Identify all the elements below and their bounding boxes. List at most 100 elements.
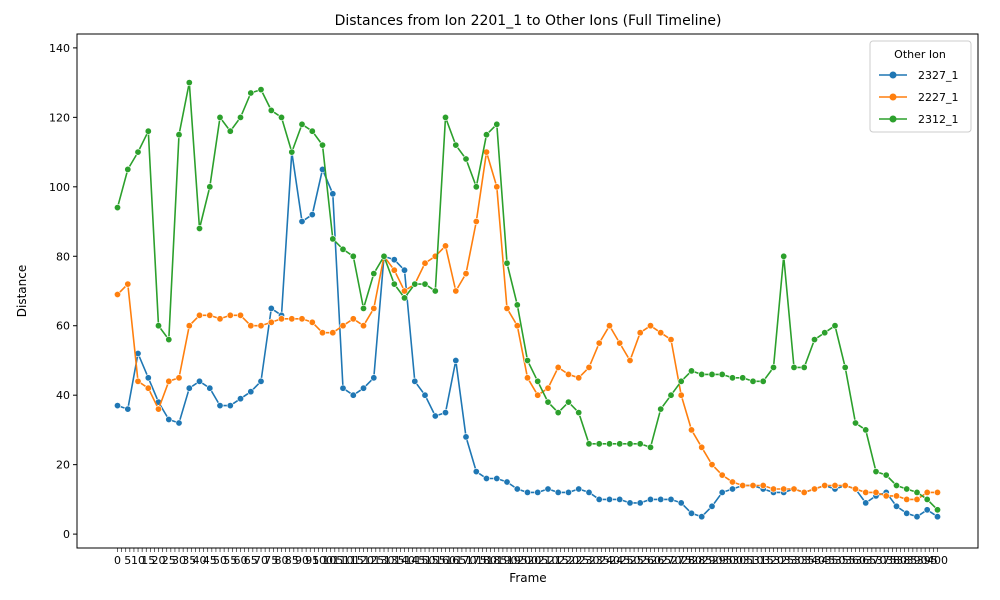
- data-point: [421, 280, 429, 288]
- legend-label-2227_1: 2227_1: [918, 91, 959, 104]
- data-point: [636, 329, 644, 337]
- data-point: [626, 356, 634, 364]
- x-tick-label: 155: [425, 554, 446, 567]
- data-point: [513, 301, 521, 309]
- data-point: [370, 304, 378, 312]
- x-tick-label-band: 0 5 10152025303540455055606570758085909510…: [114, 554, 948, 567]
- data-point: [421, 391, 429, 399]
- data-point: [595, 440, 603, 448]
- data-point: [462, 155, 470, 163]
- data-point: [759, 481, 767, 489]
- data-point: [124, 280, 132, 288]
- x-tick-label: 165: [445, 554, 466, 567]
- data-point: [636, 440, 644, 448]
- data-point: [575, 485, 583, 493]
- data-point: [216, 402, 224, 410]
- data-point: [114, 402, 122, 410]
- x-tick-label: 175: [466, 554, 487, 567]
- data-point: [288, 148, 296, 156]
- x-tick-label: 295: [712, 554, 733, 567]
- y-tick-label: 20: [56, 459, 70, 472]
- data-point: [308, 318, 316, 326]
- data-point: [698, 370, 706, 378]
- data-point: [810, 485, 818, 493]
- x-tick-label: 85: [285, 554, 299, 567]
- data-point: [923, 488, 931, 496]
- x-tick-label: 245: [609, 554, 630, 567]
- x-tick-label: 340: [804, 554, 825, 567]
- data-point: [687, 426, 695, 434]
- data-point: [564, 370, 572, 378]
- data-point: [318, 329, 326, 337]
- data-point: [913, 488, 921, 496]
- x-tick-label: 90: [295, 554, 309, 567]
- data-point: [523, 356, 531, 364]
- data-point: [175, 131, 183, 139]
- x-tick-label: 80: [275, 554, 289, 567]
- data-point: [728, 374, 736, 382]
- x-tick-label: 105: [322, 554, 343, 567]
- data-point: [605, 322, 613, 330]
- y-tick-label: 120: [49, 111, 70, 124]
- data-point: [739, 374, 747, 382]
- data-point: [144, 374, 152, 382]
- x-tick-label: 260: [640, 554, 661, 567]
- x-tick-label: 250: [619, 554, 640, 567]
- data-point: [155, 322, 163, 330]
- data-point: [144, 384, 152, 392]
- data-point: [144, 127, 152, 135]
- x-tick-label: 195: [507, 554, 528, 567]
- data-point: [441, 113, 449, 121]
- data-point: [544, 384, 552, 392]
- x-tick-label: 265: [650, 554, 671, 567]
- data-point: [892, 481, 900, 489]
- data-point: [134, 377, 142, 385]
- data-point: [216, 113, 224, 121]
- x-tick-label: 160: [435, 554, 456, 567]
- data-point: [677, 499, 685, 507]
- data-point: [708, 461, 716, 469]
- data-point: [431, 412, 439, 420]
- x-tick-label: 310: [742, 554, 763, 567]
- data-point: [513, 322, 521, 330]
- legend-marker-2327_1: [889, 71, 897, 79]
- data-point: [646, 443, 654, 451]
- data-point: [165, 336, 173, 344]
- data-point: [544, 398, 552, 406]
- x-tick-label: 275: [671, 554, 692, 567]
- data-point: [626, 440, 634, 448]
- series-2227_1: [114, 148, 941, 503]
- data-point: [175, 374, 183, 382]
- data-point: [913, 513, 921, 521]
- data-point: [165, 377, 173, 385]
- data-point: [534, 391, 542, 399]
- data-point: [595, 339, 603, 347]
- data-point: [892, 492, 900, 500]
- x-tick-label: 380: [886, 554, 907, 567]
- y-tick-label: 80: [56, 250, 70, 263]
- x-tick-label: 145: [404, 554, 425, 567]
- data-point: [472, 468, 480, 476]
- data-point: [226, 402, 234, 410]
- data-point: [821, 481, 829, 489]
- x-tick-label: 320: [763, 554, 784, 567]
- data-point: [831, 322, 839, 330]
- x-tick-label: 125: [363, 554, 384, 567]
- x-tick-label: 390: [906, 554, 927, 567]
- data-point: [780, 252, 788, 260]
- data-point: [298, 315, 306, 323]
- data-point: [124, 165, 132, 173]
- data-point: [257, 86, 265, 94]
- data-point: [616, 495, 624, 503]
- x-tick-label: 75: [264, 554, 278, 567]
- data-point: [698, 443, 706, 451]
- data-point: [903, 495, 911, 503]
- x-tick-label: 25: [162, 554, 176, 567]
- data-point: [882, 492, 890, 500]
- x-tick-label: 35: [182, 554, 196, 567]
- x-tick-label: 45: [203, 554, 217, 567]
- data-point: [482, 474, 490, 482]
- data-point: [503, 259, 511, 267]
- data-point: [226, 311, 234, 319]
- data-point: [196, 377, 204, 385]
